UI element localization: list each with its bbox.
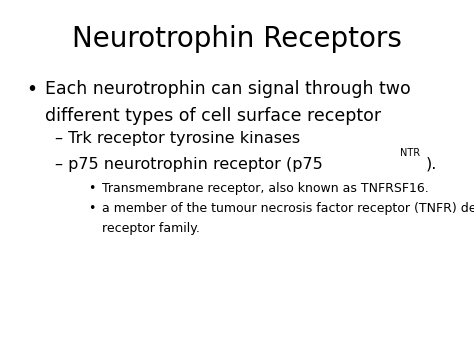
Text: Neurotrophin Receptors: Neurotrophin Receptors xyxy=(72,25,402,53)
Text: ).: ). xyxy=(426,157,438,172)
Text: •: • xyxy=(88,202,95,215)
Text: – p75 neurotrophin receptor (p75: – p75 neurotrophin receptor (p75 xyxy=(55,157,322,172)
Text: receptor family.: receptor family. xyxy=(102,222,200,235)
Text: •: • xyxy=(26,80,37,99)
Text: NTR: NTR xyxy=(400,148,420,158)
Text: Each neurotrophin can signal through two: Each neurotrophin can signal through two xyxy=(45,80,411,98)
Text: – Trk receptor tyrosine kinases: – Trk receptor tyrosine kinases xyxy=(55,131,300,146)
Text: NTR: NTR xyxy=(400,148,420,158)
Text: Transmembrane receptor, also known as TNFRSF16.: Transmembrane receptor, also known as TN… xyxy=(102,182,428,195)
Text: a member of the tumour necrosis factor receptor (TNFR) death-: a member of the tumour necrosis factor r… xyxy=(102,202,474,215)
Text: – p75 neurotrophin receptor (p75: – p75 neurotrophin receptor (p75 xyxy=(55,157,322,172)
Text: different types of cell surface receptor: different types of cell surface receptor xyxy=(45,106,381,125)
Text: •: • xyxy=(88,182,95,195)
